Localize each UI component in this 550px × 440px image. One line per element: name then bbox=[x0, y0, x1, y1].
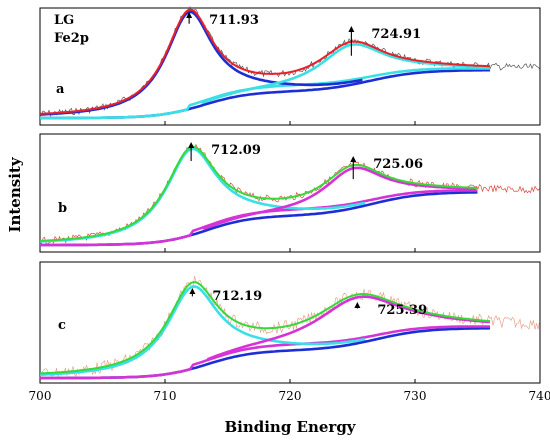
envelope-fit-b bbox=[39, 145, 478, 242]
peak-fit-c-2 bbox=[206, 295, 491, 361]
arrow-head-b-2 bbox=[350, 156, 357, 162]
raw-spectrum-a bbox=[39, 5, 540, 117]
arrow-head-b-1 bbox=[188, 142, 195, 148]
raw-spectrum-b bbox=[39, 143, 540, 245]
y-axis-title: Intensity bbox=[6, 156, 24, 232]
x-tick-label: 710 bbox=[154, 389, 177, 403]
x-axis-ticks: 700 710 720 730 740 bbox=[29, 121, 550, 403]
arrow-head-c-1 bbox=[189, 288, 196, 294]
x-tick-label: 720 bbox=[279, 389, 302, 403]
x-tick-label: 700 bbox=[29, 389, 52, 403]
sample-label-line2: Fe2p bbox=[54, 31, 89, 46]
peak-label-a-1: 711.93 bbox=[209, 13, 259, 28]
sample-label-line1: LG bbox=[54, 13, 74, 28]
panel-label-a: a bbox=[56, 82, 65, 97]
peak-label-c-1: 712.19 bbox=[212, 289, 262, 304]
peak-fit-c-1 bbox=[39, 285, 366, 376]
background-c bbox=[40, 326, 491, 380]
x-axis-title: Binding Energy bbox=[224, 418, 356, 436]
panel-label-b: b bbox=[58, 201, 67, 216]
arrow-head-a-1 bbox=[186, 12, 193, 18]
peak-fit-a-2 bbox=[201, 42, 489, 105]
peak-label-c-2: 725.39 bbox=[377, 303, 427, 318]
peak-label-a-2: 724.91 bbox=[371, 27, 421, 42]
peak-label-b-1: 712.09 bbox=[211, 143, 261, 158]
envelope-fit-c bbox=[39, 281, 491, 375]
curves-layer bbox=[39, 5, 540, 380]
peak-label-b-2: 725.06 bbox=[373, 157, 423, 172]
annotations-layer: 711.93 724.91 712.09 725.06 712.19 725.39 bbox=[186, 12, 427, 318]
envelope-fit-a bbox=[39, 8, 491, 115]
arrow-head-c-2 bbox=[354, 302, 361, 308]
peak-fit-b-2 bbox=[202, 166, 476, 231]
x-tick-label: 730 bbox=[404, 389, 427, 403]
x-tick-label: 740 bbox=[529, 389, 550, 403]
panel-label-c: c bbox=[58, 318, 66, 333]
background-alt-c bbox=[40, 325, 490, 380]
arrow-head-a-2 bbox=[348, 26, 355, 32]
background-a bbox=[40, 68, 490, 120]
